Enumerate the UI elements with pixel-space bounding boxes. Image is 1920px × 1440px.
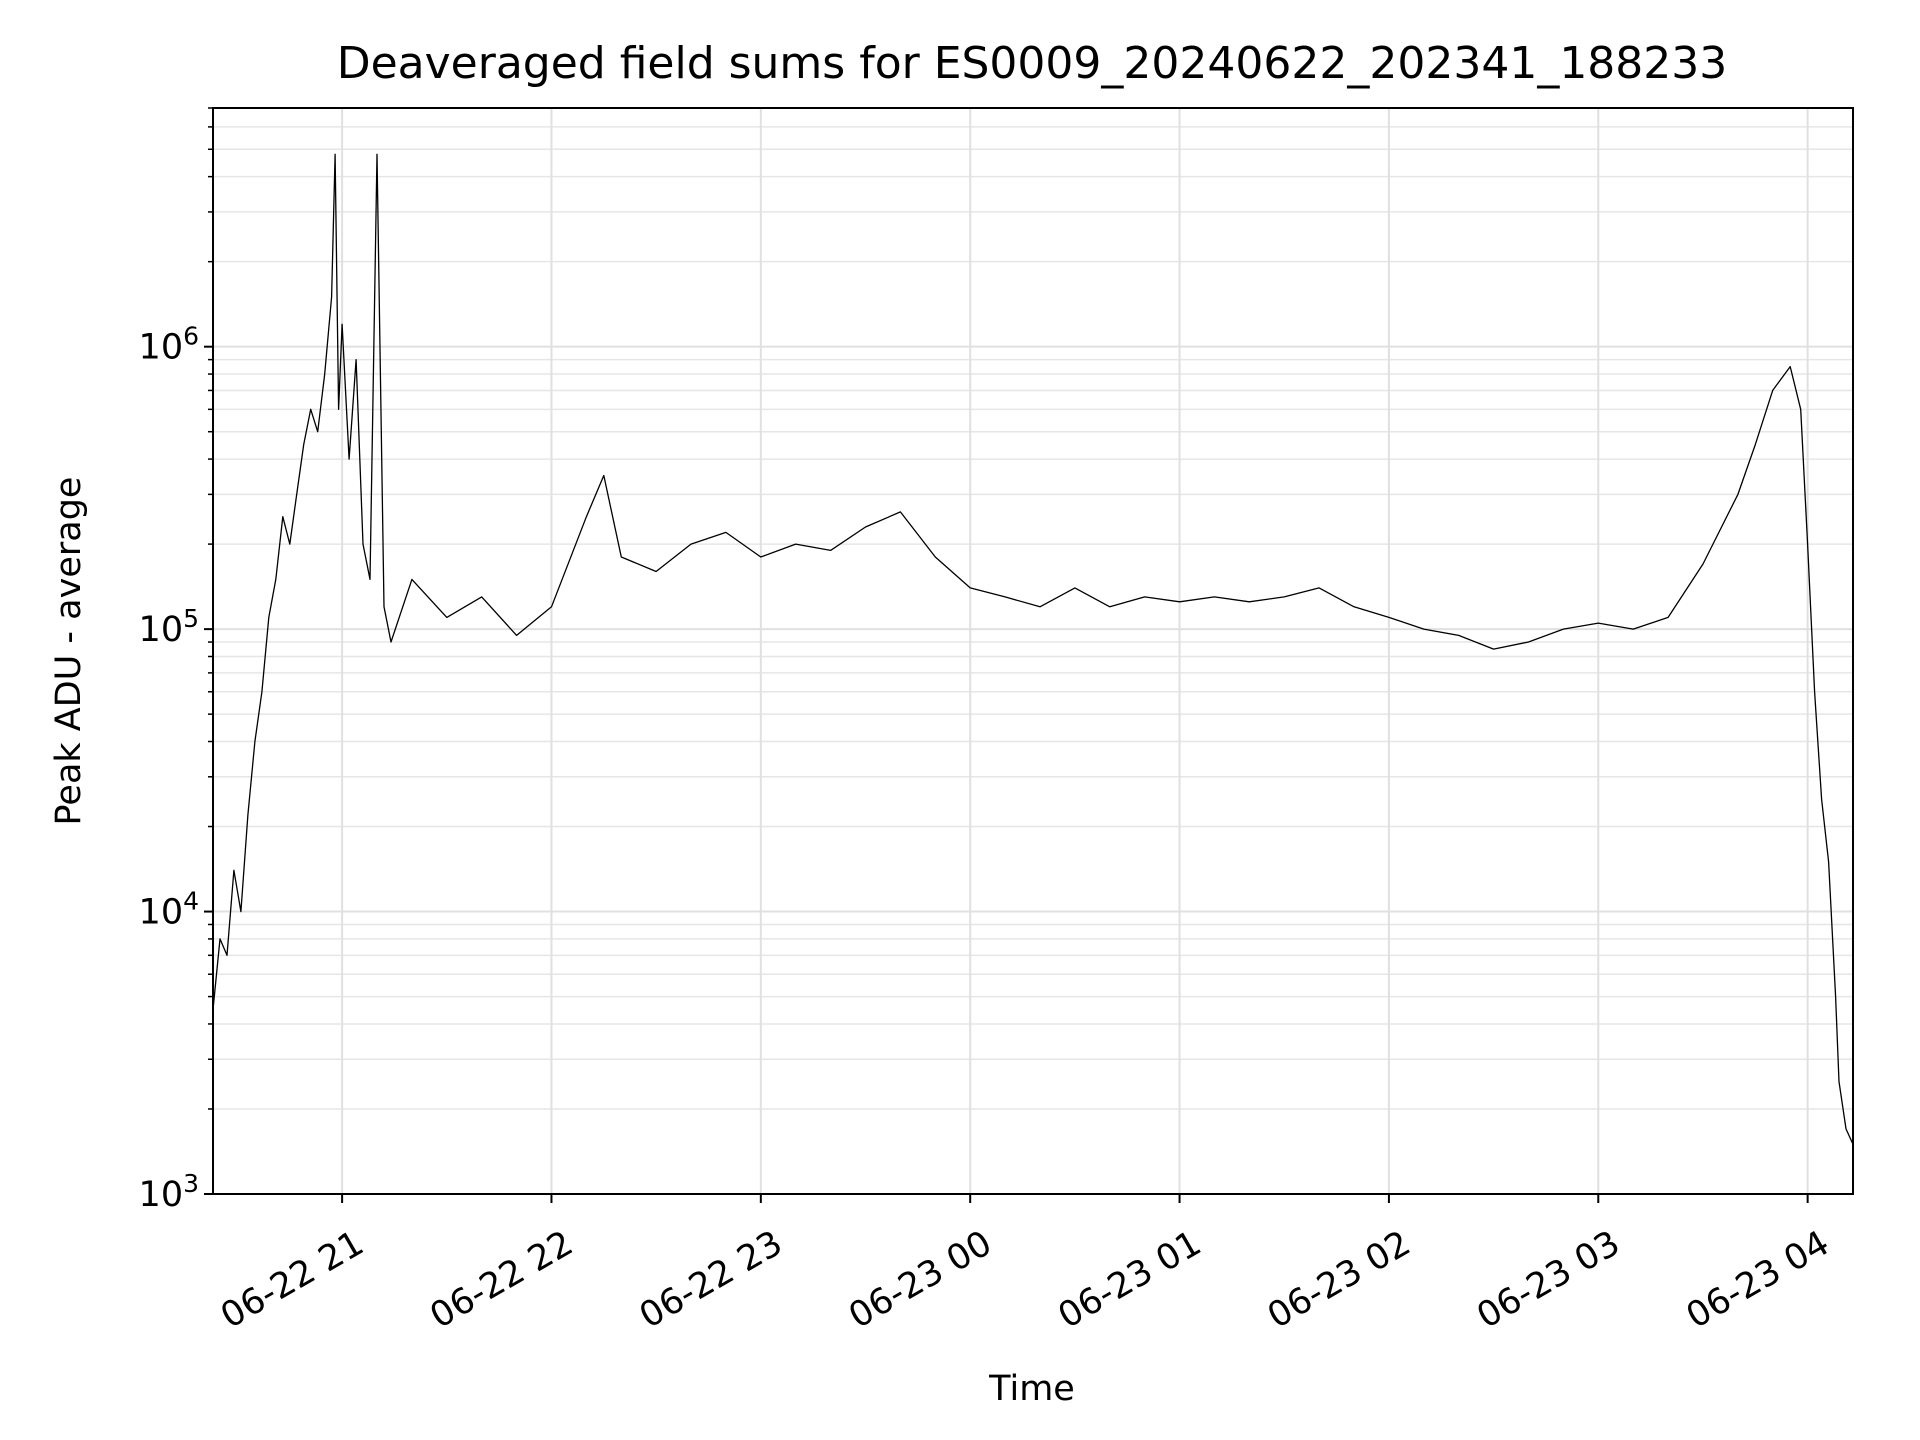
y-axis-label: Peak ADU - average <box>49 477 89 826</box>
plot-frame <box>212 107 1854 1195</box>
chart-title: Deaveraged field sums for ES0009_2024062… <box>337 38 1728 89</box>
series-layer <box>212 153 1854 1145</box>
grid <box>213 107 1853 1195</box>
y-axis: 103 104 105 106 <box>139 107 213 1215</box>
y-tick-label: 106 <box>139 322 199 368</box>
y-tick-label: 105 <box>139 604 199 650</box>
series-line <box>212 153 1854 1145</box>
x-axis-label: Time <box>988 1369 1075 1409</box>
y-tick-label: 103 <box>139 1169 199 1215</box>
y-tick-label: 104 <box>139 887 199 933</box>
